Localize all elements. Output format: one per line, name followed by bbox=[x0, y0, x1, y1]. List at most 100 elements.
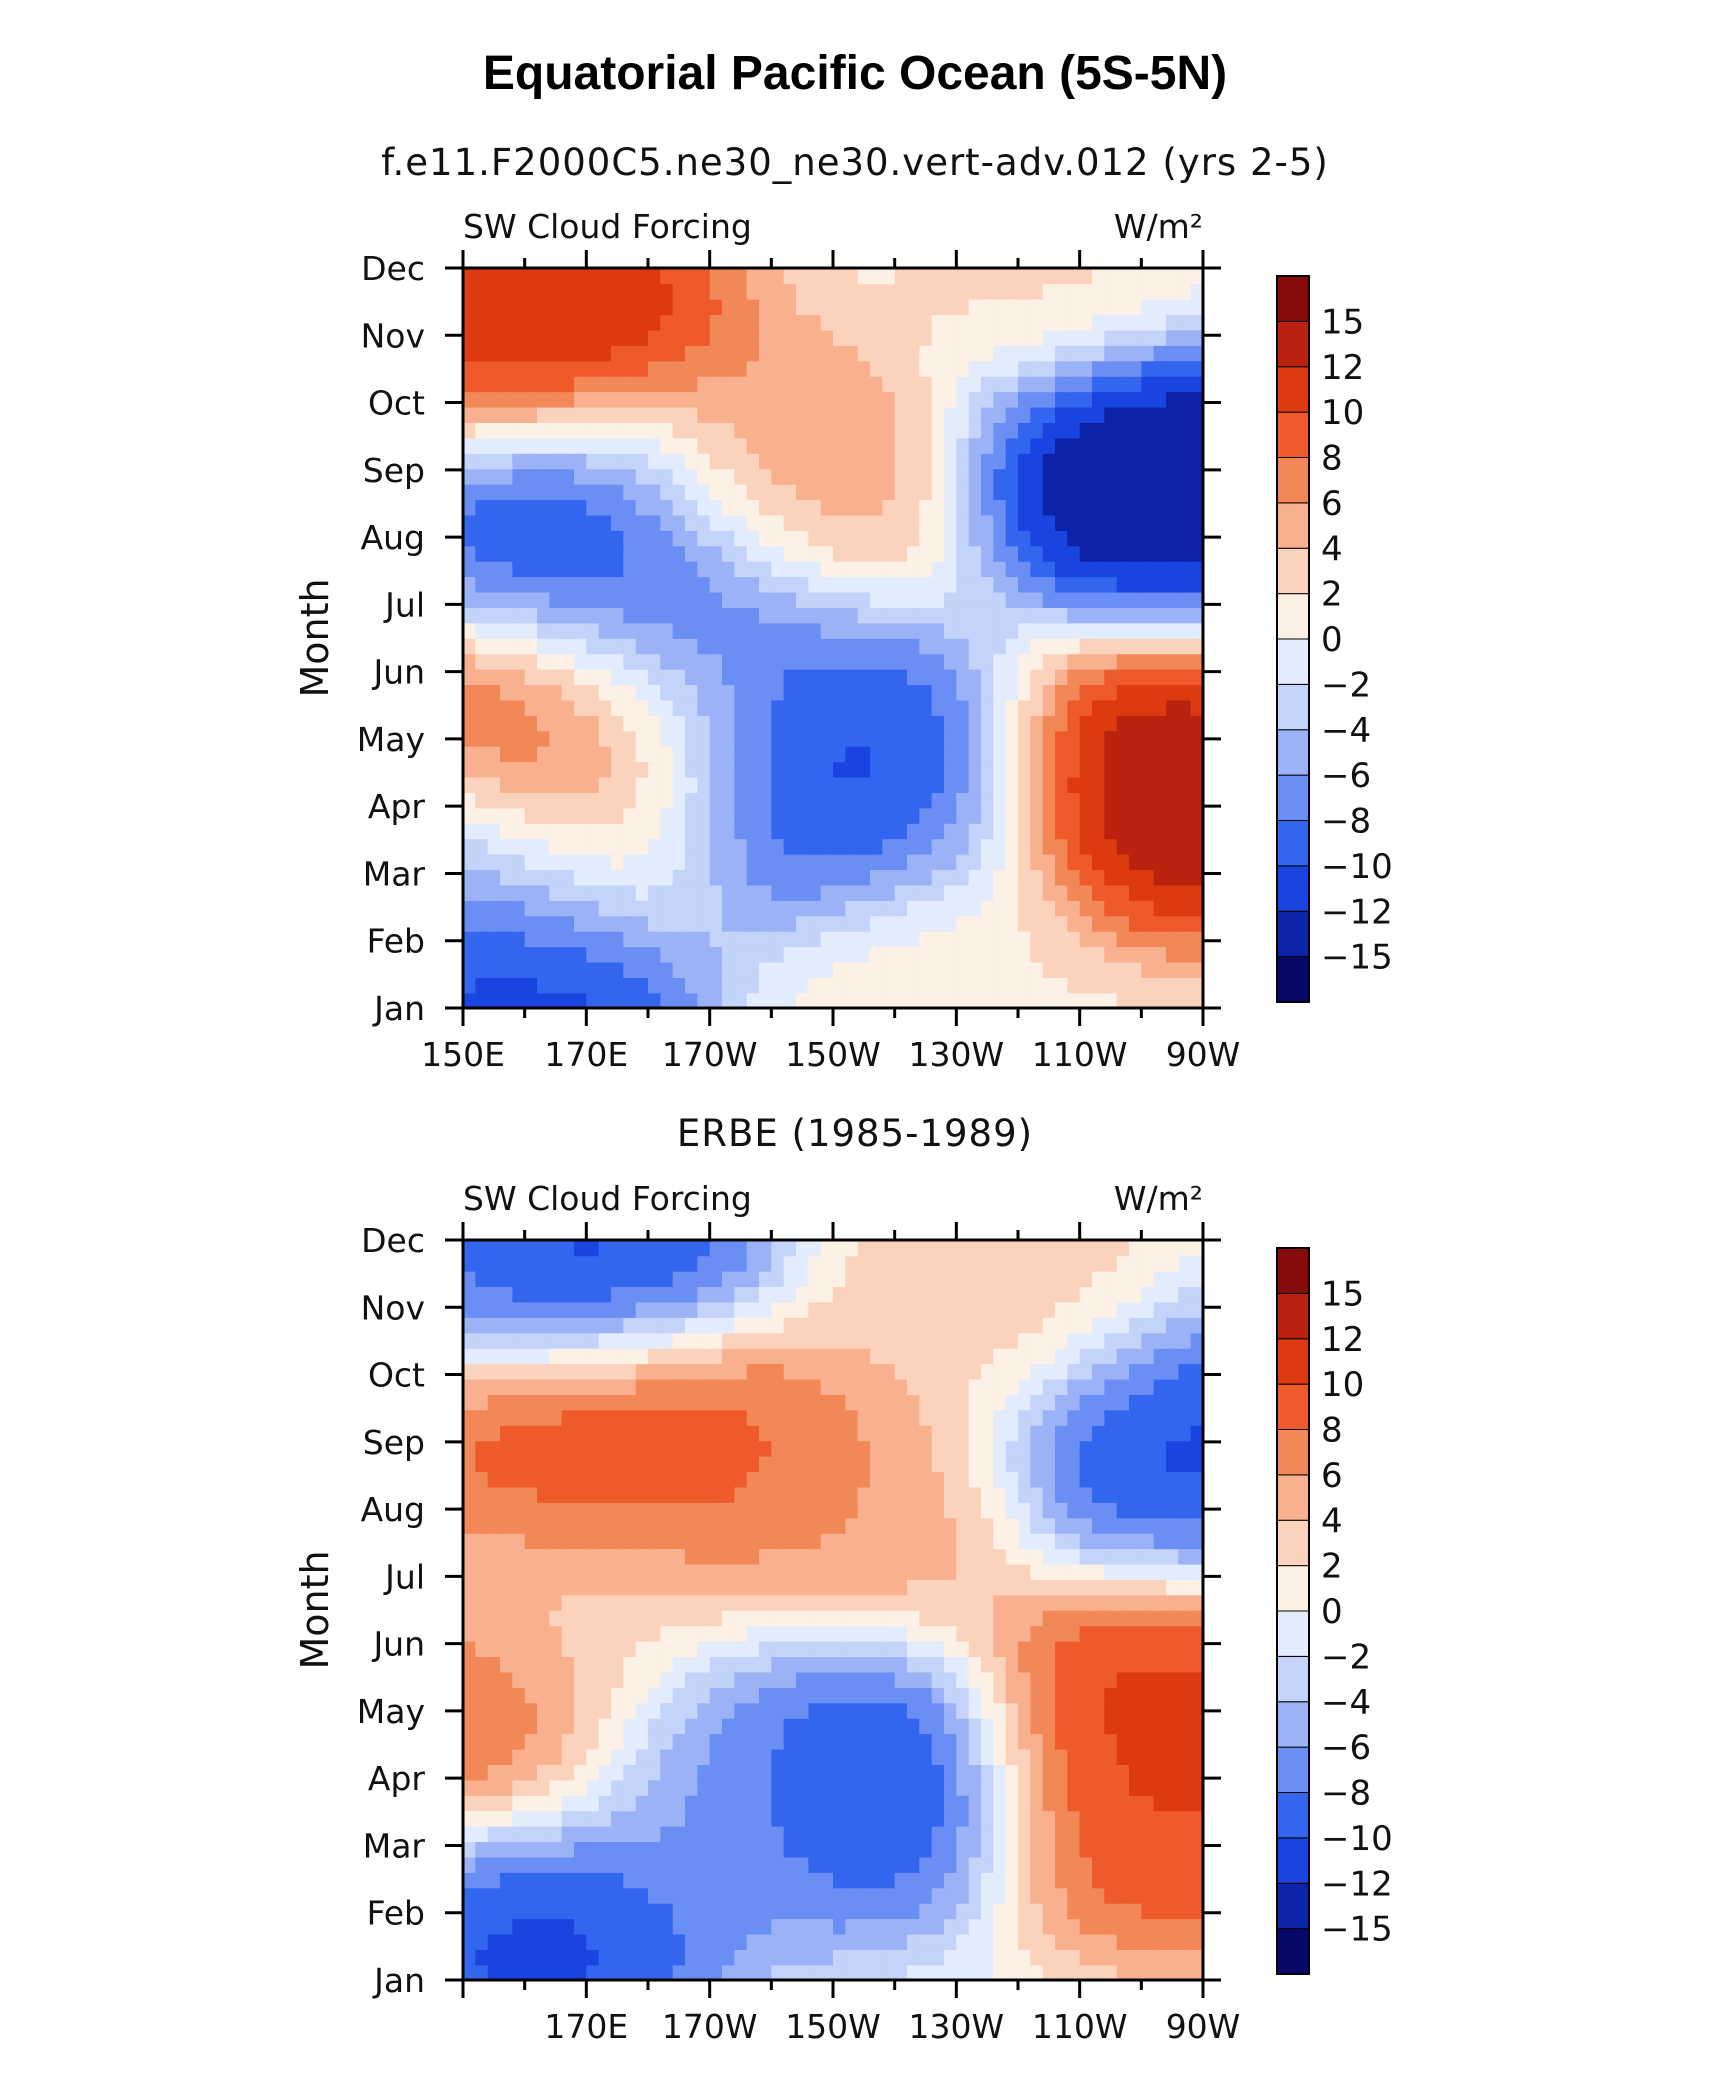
field-cell bbox=[1190, 576, 1203, 593]
field-cell bbox=[845, 684, 859, 701]
field-cell bbox=[537, 422, 551, 439]
field-cell bbox=[734, 730, 748, 747]
field-cell bbox=[487, 1702, 501, 1719]
field-cell bbox=[524, 900, 538, 917]
field-cell bbox=[524, 776, 538, 793]
field-cell bbox=[746, 823, 760, 840]
field-cell bbox=[1067, 1594, 1081, 1611]
field-cell bbox=[1141, 391, 1155, 408]
field-cell bbox=[857, 1733, 871, 1750]
field-cell bbox=[1141, 1486, 1155, 1503]
field-cell bbox=[512, 946, 526, 963]
field-cell bbox=[574, 1640, 588, 1658]
field-cell bbox=[487, 1717, 501, 1735]
field-cell bbox=[981, 391, 995, 408]
field-cell bbox=[660, 283, 674, 300]
field-cell bbox=[660, 930, 674, 948]
field-cell bbox=[870, 1471, 884, 1488]
field-cell bbox=[931, 453, 945, 470]
field-cell bbox=[1092, 730, 1106, 747]
field-cell bbox=[623, 1656, 637, 1673]
field-cell bbox=[549, 1610, 563, 1627]
field-cell bbox=[734, 1640, 748, 1658]
field-cell bbox=[808, 668, 822, 686]
field-cell bbox=[685, 792, 699, 809]
field-cell bbox=[1018, 1933, 1032, 1950]
field-cell bbox=[524, 1625, 538, 1642]
field-cell bbox=[685, 1502, 699, 1519]
field-cell bbox=[598, 453, 612, 470]
field-cell bbox=[1104, 1471, 1118, 1488]
field-cell bbox=[870, 1733, 884, 1750]
field-cell bbox=[1005, 1764, 1019, 1781]
field-cell bbox=[931, 545, 945, 562]
field-cell bbox=[1042, 1748, 1056, 1765]
field-cell bbox=[919, 1933, 933, 1950]
field-cell bbox=[771, 1795, 785, 1812]
field-cell bbox=[833, 684, 847, 701]
field-cell bbox=[870, 930, 884, 948]
field-cell bbox=[685, 560, 699, 578]
field-cell bbox=[598, 884, 612, 901]
field-cell bbox=[487, 1548, 501, 1565]
field-cell bbox=[796, 499, 810, 516]
field-cell bbox=[648, 776, 662, 793]
field-cell bbox=[783, 869, 797, 886]
field-cell bbox=[919, 468, 933, 485]
field-cell bbox=[1190, 1471, 1203, 1488]
field-cell bbox=[1067, 437, 1081, 454]
field-cell bbox=[475, 1810, 489, 1827]
field-cell bbox=[1067, 375, 1081, 393]
field-cell bbox=[944, 792, 958, 809]
field-cell bbox=[993, 668, 1007, 686]
field-cell bbox=[771, 437, 785, 454]
field-cell bbox=[635, 1918, 649, 1935]
field-cell bbox=[968, 961, 982, 978]
field-cell bbox=[1042, 530, 1056, 547]
field-cell bbox=[524, 1702, 538, 1719]
field-cell bbox=[944, 1764, 958, 1781]
field-cell bbox=[512, 699, 526, 716]
field-cell bbox=[820, 1532, 834, 1550]
field-cell bbox=[931, 745, 945, 763]
field-cell bbox=[820, 915, 834, 932]
field-cell bbox=[759, 1671, 773, 1688]
field-cell bbox=[1166, 560, 1180, 578]
field-cell bbox=[919, 1471, 933, 1488]
field-cell bbox=[907, 792, 921, 809]
field-cell bbox=[783, 1933, 797, 1950]
field-cell bbox=[944, 823, 958, 840]
field-cell bbox=[475, 838, 489, 855]
field-cell bbox=[1116, 884, 1130, 901]
field-cell bbox=[574, 1902, 588, 1920]
x-tick-label: 170W bbox=[662, 1035, 758, 1074]
field-cell bbox=[1190, 1779, 1203, 1796]
field-cell bbox=[968, 360, 982, 377]
field-cell bbox=[1129, 314, 1143, 331]
field-cell bbox=[1092, 638, 1106, 655]
field-cell bbox=[1018, 715, 1032, 732]
field-cell bbox=[931, 422, 945, 439]
field-cell bbox=[919, 453, 933, 470]
field-cell bbox=[1153, 807, 1167, 824]
field-cell bbox=[500, 545, 514, 562]
field-cell bbox=[1079, 1640, 1093, 1658]
field-cell bbox=[783, 1532, 797, 1550]
field-cell bbox=[512, 530, 526, 547]
field-cell bbox=[746, 1872, 760, 1889]
field-cell bbox=[561, 900, 575, 917]
field-cell bbox=[611, 853, 625, 871]
field-cell bbox=[1141, 853, 1155, 871]
field-cell bbox=[722, 576, 736, 593]
field-cell bbox=[500, 745, 514, 763]
field-cell bbox=[1092, 514, 1106, 531]
field-cell bbox=[956, 1933, 970, 1950]
field-cell bbox=[1141, 946, 1155, 963]
field-cell bbox=[598, 1825, 612, 1843]
field-cell bbox=[808, 375, 822, 393]
field-cell bbox=[1079, 1841, 1093, 1858]
field-cell bbox=[759, 360, 773, 377]
field-cell bbox=[894, 607, 908, 624]
field-cell bbox=[611, 268, 625, 285]
field-cell bbox=[549, 900, 563, 917]
